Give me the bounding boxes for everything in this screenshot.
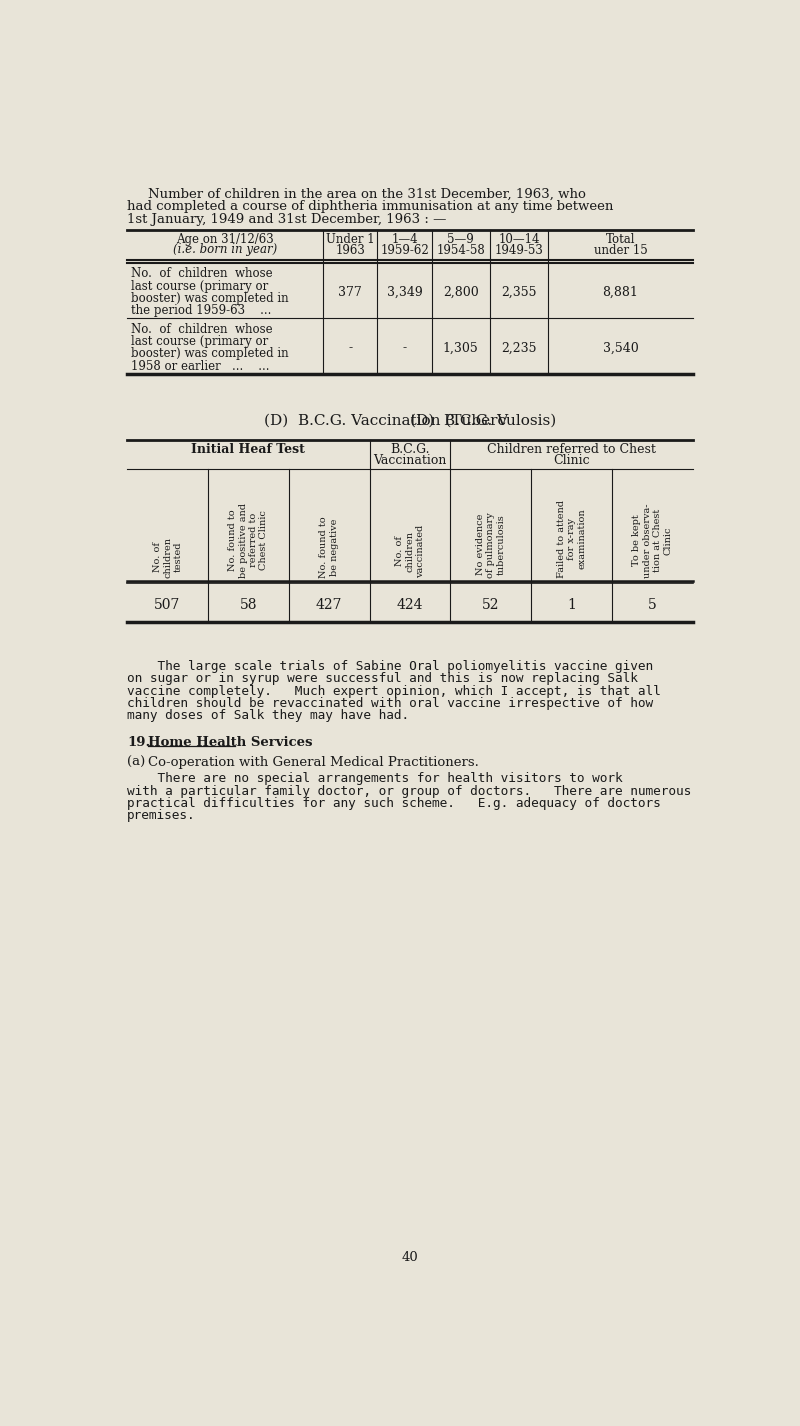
Text: Children referred to Chest: Children referred to Chest — [487, 443, 656, 456]
Text: Home Health Services: Home Health Services — [148, 736, 313, 749]
Text: 427: 427 — [316, 597, 342, 612]
Text: (D)  B.C.G. Vaccination (Tuberculosis): (D) B.C.G. Vaccination (Tuberculosis) — [264, 414, 556, 428]
Text: 52: 52 — [482, 597, 499, 612]
Text: -: - — [348, 341, 352, 354]
Text: No. of
children
tested: No. of children tested — [153, 536, 182, 578]
Text: The large scale trials of Sabine Oral poliomyelitis vaccine given: The large scale trials of Sabine Oral po… — [127, 660, 654, 673]
Text: 377: 377 — [338, 285, 362, 299]
Text: 1: 1 — [567, 597, 576, 612]
Text: 1—4: 1—4 — [391, 232, 418, 245]
Text: had completed a course of diphtheria immunisation at any time between: had completed a course of diphtheria imm… — [127, 201, 614, 214]
Text: practical difficulties for any such scheme.   E.g. adequacy of doctors: practical difficulties for any such sche… — [127, 797, 661, 810]
Text: (D)  B.C.G. V: (D) B.C.G. V — [410, 414, 508, 428]
Text: premises.: premises. — [127, 810, 196, 823]
Text: 5—9: 5—9 — [447, 232, 474, 245]
Text: B.C.G.: B.C.G. — [390, 443, 430, 456]
Text: under 15: under 15 — [594, 244, 647, 257]
Text: last course (primary or: last course (primary or — [131, 279, 268, 292]
Text: 1963: 1963 — [335, 244, 366, 257]
Text: with a particular family doctor, or group of doctors.   There are numerous: with a particular family doctor, or grou… — [127, 784, 691, 797]
Text: No.  of  children  whose: No. of children whose — [131, 267, 273, 281]
Text: 40: 40 — [402, 1251, 418, 1263]
Text: Vaccination: Vaccination — [374, 453, 446, 466]
Text: To be kept
under observa-
tion at Chest
Clinic: To be kept under observa- tion at Chest … — [632, 503, 673, 578]
Text: on sugar or in syrup were successful and this is now replacing Salk: on sugar or in syrup were successful and… — [127, 673, 638, 686]
Text: 3,540: 3,540 — [602, 341, 638, 354]
Text: -: - — [402, 341, 406, 354]
Text: booster) was completed in: booster) was completed in — [131, 292, 289, 305]
Text: No.  of  children  whose: No. of children whose — [131, 322, 273, 335]
Text: No. of
children
vaccinated: No. of children vaccinated — [395, 525, 425, 578]
Text: Initial Heaf Test: Initial Heaf Test — [191, 443, 306, 456]
Text: vaccine completely.   Much expert opinion, which I accept, is that all: vaccine completely. Much expert opinion,… — [127, 684, 661, 697]
Text: 1,305: 1,305 — [443, 341, 478, 354]
Text: 19.: 19. — [127, 736, 150, 749]
Text: 8,881: 8,881 — [602, 285, 638, 299]
Text: (i.e. born in year): (i.e. born in year) — [173, 244, 278, 257]
Text: 424: 424 — [397, 597, 423, 612]
Text: Co-operation with General Medical Practitioners.: Co-operation with General Medical Practi… — [148, 756, 479, 769]
Text: 5: 5 — [648, 597, 657, 612]
Text: 1958 or earlier   ...    ...: 1958 or earlier ... ... — [131, 359, 270, 372]
Text: 10—14: 10—14 — [498, 232, 540, 245]
Text: 2,355: 2,355 — [501, 285, 537, 299]
Text: last course (primary or: last course (primary or — [131, 335, 268, 348]
Text: booster) was completed in: booster) was completed in — [131, 348, 289, 361]
Text: many doses of Salk they may have had.: many doses of Salk they may have had. — [127, 709, 410, 723]
Text: Total: Total — [606, 232, 635, 245]
Text: No evidence
of pulmonary
tuberculosis: No evidence of pulmonary tuberculosis — [476, 512, 506, 578]
Text: the period 1959-63    ...: the period 1959-63 ... — [131, 304, 271, 318]
Text: 58: 58 — [240, 597, 257, 612]
Text: Under 1: Under 1 — [326, 232, 374, 245]
Text: 2,800: 2,800 — [443, 285, 478, 299]
Text: (a): (a) — [127, 756, 146, 769]
Text: No. found to
be positive and
referred to
Chest Clinic: No. found to be positive and referred to… — [228, 503, 269, 578]
Text: 2,235: 2,235 — [501, 341, 537, 354]
Text: Clinic: Clinic — [554, 453, 590, 466]
Text: Age on 31/12/63: Age on 31/12/63 — [176, 232, 274, 245]
Text: No. found to
be negative: No. found to be negative — [319, 516, 339, 578]
Text: Failed to attend
for x-ray
examination: Failed to attend for x-ray examination — [557, 499, 586, 578]
Text: 1959-62: 1959-62 — [380, 244, 429, 257]
Text: 1st January, 1949 and 31st December, 1963 : —: 1st January, 1949 and 31st December, 196… — [127, 212, 446, 225]
Text: 1954-58: 1954-58 — [436, 244, 485, 257]
Text: There are no special arrangements for health visitors to work: There are no special arrangements for he… — [127, 773, 622, 786]
Text: 507: 507 — [154, 597, 181, 612]
Text: 1949-53: 1949-53 — [494, 244, 543, 257]
Text: 3,349: 3,349 — [386, 285, 422, 299]
Text: children should be revaccinated with oral vaccine irrespective of how: children should be revaccinated with ora… — [127, 697, 654, 710]
Text: Number of children in the area on the 31st December, 1963, who: Number of children in the area on the 31… — [148, 188, 586, 201]
